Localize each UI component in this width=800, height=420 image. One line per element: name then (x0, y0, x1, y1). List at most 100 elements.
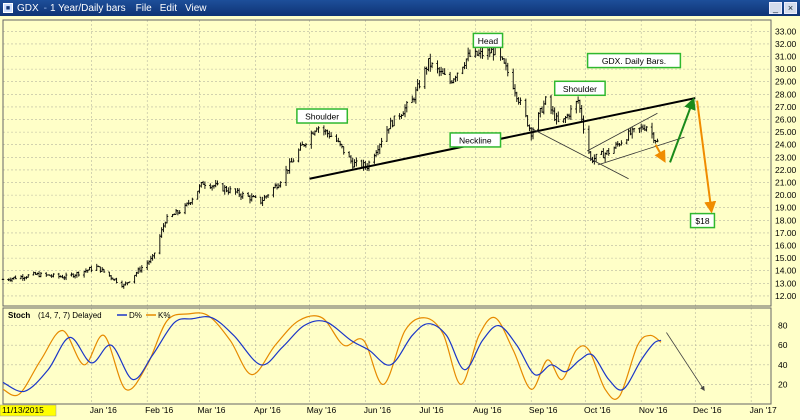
price-bar (582, 115, 585, 134)
price-bar (115, 277, 118, 284)
annotation-label: Head (478, 36, 499, 46)
stoch-k-line (2, 312, 662, 400)
stoch-title: Stoch (8, 311, 30, 320)
price-bar (140, 265, 144, 273)
close-icon[interactable]: × (784, 2, 797, 14)
price-bar (39, 272, 43, 278)
projection-up-arrow (669, 97, 696, 163)
price-bar (656, 138, 659, 143)
price-bar (52, 273, 55, 278)
annotation-box (472, 32, 504, 49)
price-tick-label: 15.00 (775, 253, 797, 263)
price-bar (645, 126, 648, 132)
price-bar (418, 80, 421, 89)
price-bar (254, 195, 257, 199)
price-bar (519, 97, 522, 106)
price-tick-label: 32.00 (775, 39, 797, 49)
price-bar (304, 143, 308, 148)
price-bar (165, 214, 169, 224)
price-tick-label: 20.00 (775, 190, 797, 200)
price-bar (544, 96, 547, 105)
price-bar (557, 111, 560, 123)
price-bar (468, 49, 472, 58)
window-titlebar: ■ GDX - 1 Year/Daily bars File Edit View… (0, 0, 800, 16)
stoch-tick-label: 80 (778, 321, 788, 331)
price-bars (1, 43, 659, 289)
price-bar (620, 140, 623, 146)
price-y-axis: 12.00 13.00 14.00 15.00 16.00 17.00 18.00 19.00… (775, 26, 797, 301)
app-icon: ■ (3, 3, 13, 13)
price-bar (14, 275, 17, 280)
price-bar (481, 47, 484, 59)
stoch-y-axis: 20 40 60 80 (778, 321, 788, 390)
x-tick-label: Oct '16 (584, 405, 611, 415)
price-bar (153, 252, 156, 259)
price-bar (380, 137, 383, 148)
price-bar (27, 274, 30, 278)
stoch-header: Stoch (14, 7, 7) Delayed D% K% (8, 311, 170, 320)
price-tick-label: 24.00 (775, 140, 797, 150)
projection-down-arrow (696, 100, 717, 214)
price-bar (594, 153, 598, 163)
price-tick-label: 23.00 (775, 152, 797, 162)
price-bar (90, 265, 93, 273)
menu-view[interactable]: View (184, 2, 207, 14)
price-bar (216, 180, 219, 186)
channel-line (531, 127, 629, 180)
x-tick-label: Dec '16 (693, 405, 722, 415)
stoch-params: (14, 7, 7) Delayed (38, 311, 102, 320)
x-tick-label: Apr '16 (254, 405, 281, 415)
annotation-box (296, 108, 349, 124)
neckline (309, 97, 696, 180)
price-tick-label: 27.00 (775, 102, 797, 112)
x-tick-label: Jan '17 (750, 405, 777, 415)
price-bar (506, 62, 509, 77)
channel-line (597, 136, 685, 166)
price-annotations: Shoulder Head Shoulder Neckline GDX. Daily B… (296, 32, 716, 229)
stoch-legend-k: K% (158, 311, 170, 320)
price-bar (317, 126, 320, 133)
symbol-label[interactable]: GDX (17, 2, 39, 14)
price-tick-label: 17.00 (775, 228, 797, 238)
price-tick-label: 16.00 (775, 241, 797, 251)
price-tick-label: 26.00 (775, 115, 797, 125)
price-tick-label: 12.00 (775, 291, 797, 301)
menu-file[interactable]: File (135, 2, 152, 14)
price-tick-label: 29.00 (775, 77, 797, 87)
price-bar (228, 186, 232, 194)
channel-line (586, 112, 658, 152)
annotation-box (449, 132, 502, 148)
price-tick-label: 13.00 (775, 278, 797, 288)
x-tick-label: Jul '16 (419, 405, 444, 415)
price-bar (456, 72, 459, 82)
x-tick-label-start: 11/13/2015 (2, 405, 44, 415)
price-bar (329, 132, 333, 138)
x-tick-label: Jun '16 (364, 405, 391, 415)
price-bar (443, 68, 446, 75)
time-axis: 11/13/2015 Jan '16 Feb '16 Mar '16 Apr '16 Ma… (0, 404, 777, 417)
annotation-box (586, 52, 682, 69)
stoch-tick-label: 20 (778, 379, 788, 389)
stoch-series (2, 312, 705, 400)
price-bar (355, 157, 358, 167)
price-bar (1, 278, 5, 281)
price-panel-frame (2, 19, 772, 307)
x-tick-label: Feb '16 (145, 405, 173, 415)
menu-edit[interactable]: Edit (159, 2, 177, 14)
price-tick-label: 30.00 (775, 64, 797, 74)
price-tick-label: 19.00 (775, 203, 797, 213)
price-bar (393, 115, 396, 127)
price-tick-label: 33.00 (775, 26, 797, 36)
stoch-tick-label: 60 (778, 340, 788, 350)
minimize-icon[interactable]: _ (769, 2, 782, 14)
price-tick-label: 14.00 (775, 266, 797, 276)
timeframe-label[interactable]: 1 Year/Daily bars (50, 2, 126, 14)
x-tick-label: Sep '16 (529, 405, 558, 415)
annotation-label: GDX. Daily Bars. (602, 56, 666, 66)
annotation-label: $18 (695, 216, 709, 226)
price-tick-label: 22.00 (775, 165, 797, 175)
price-tick-label: 31.00 (775, 52, 797, 62)
price-bar (127, 281, 131, 284)
stoch-d-line (2, 316, 662, 393)
